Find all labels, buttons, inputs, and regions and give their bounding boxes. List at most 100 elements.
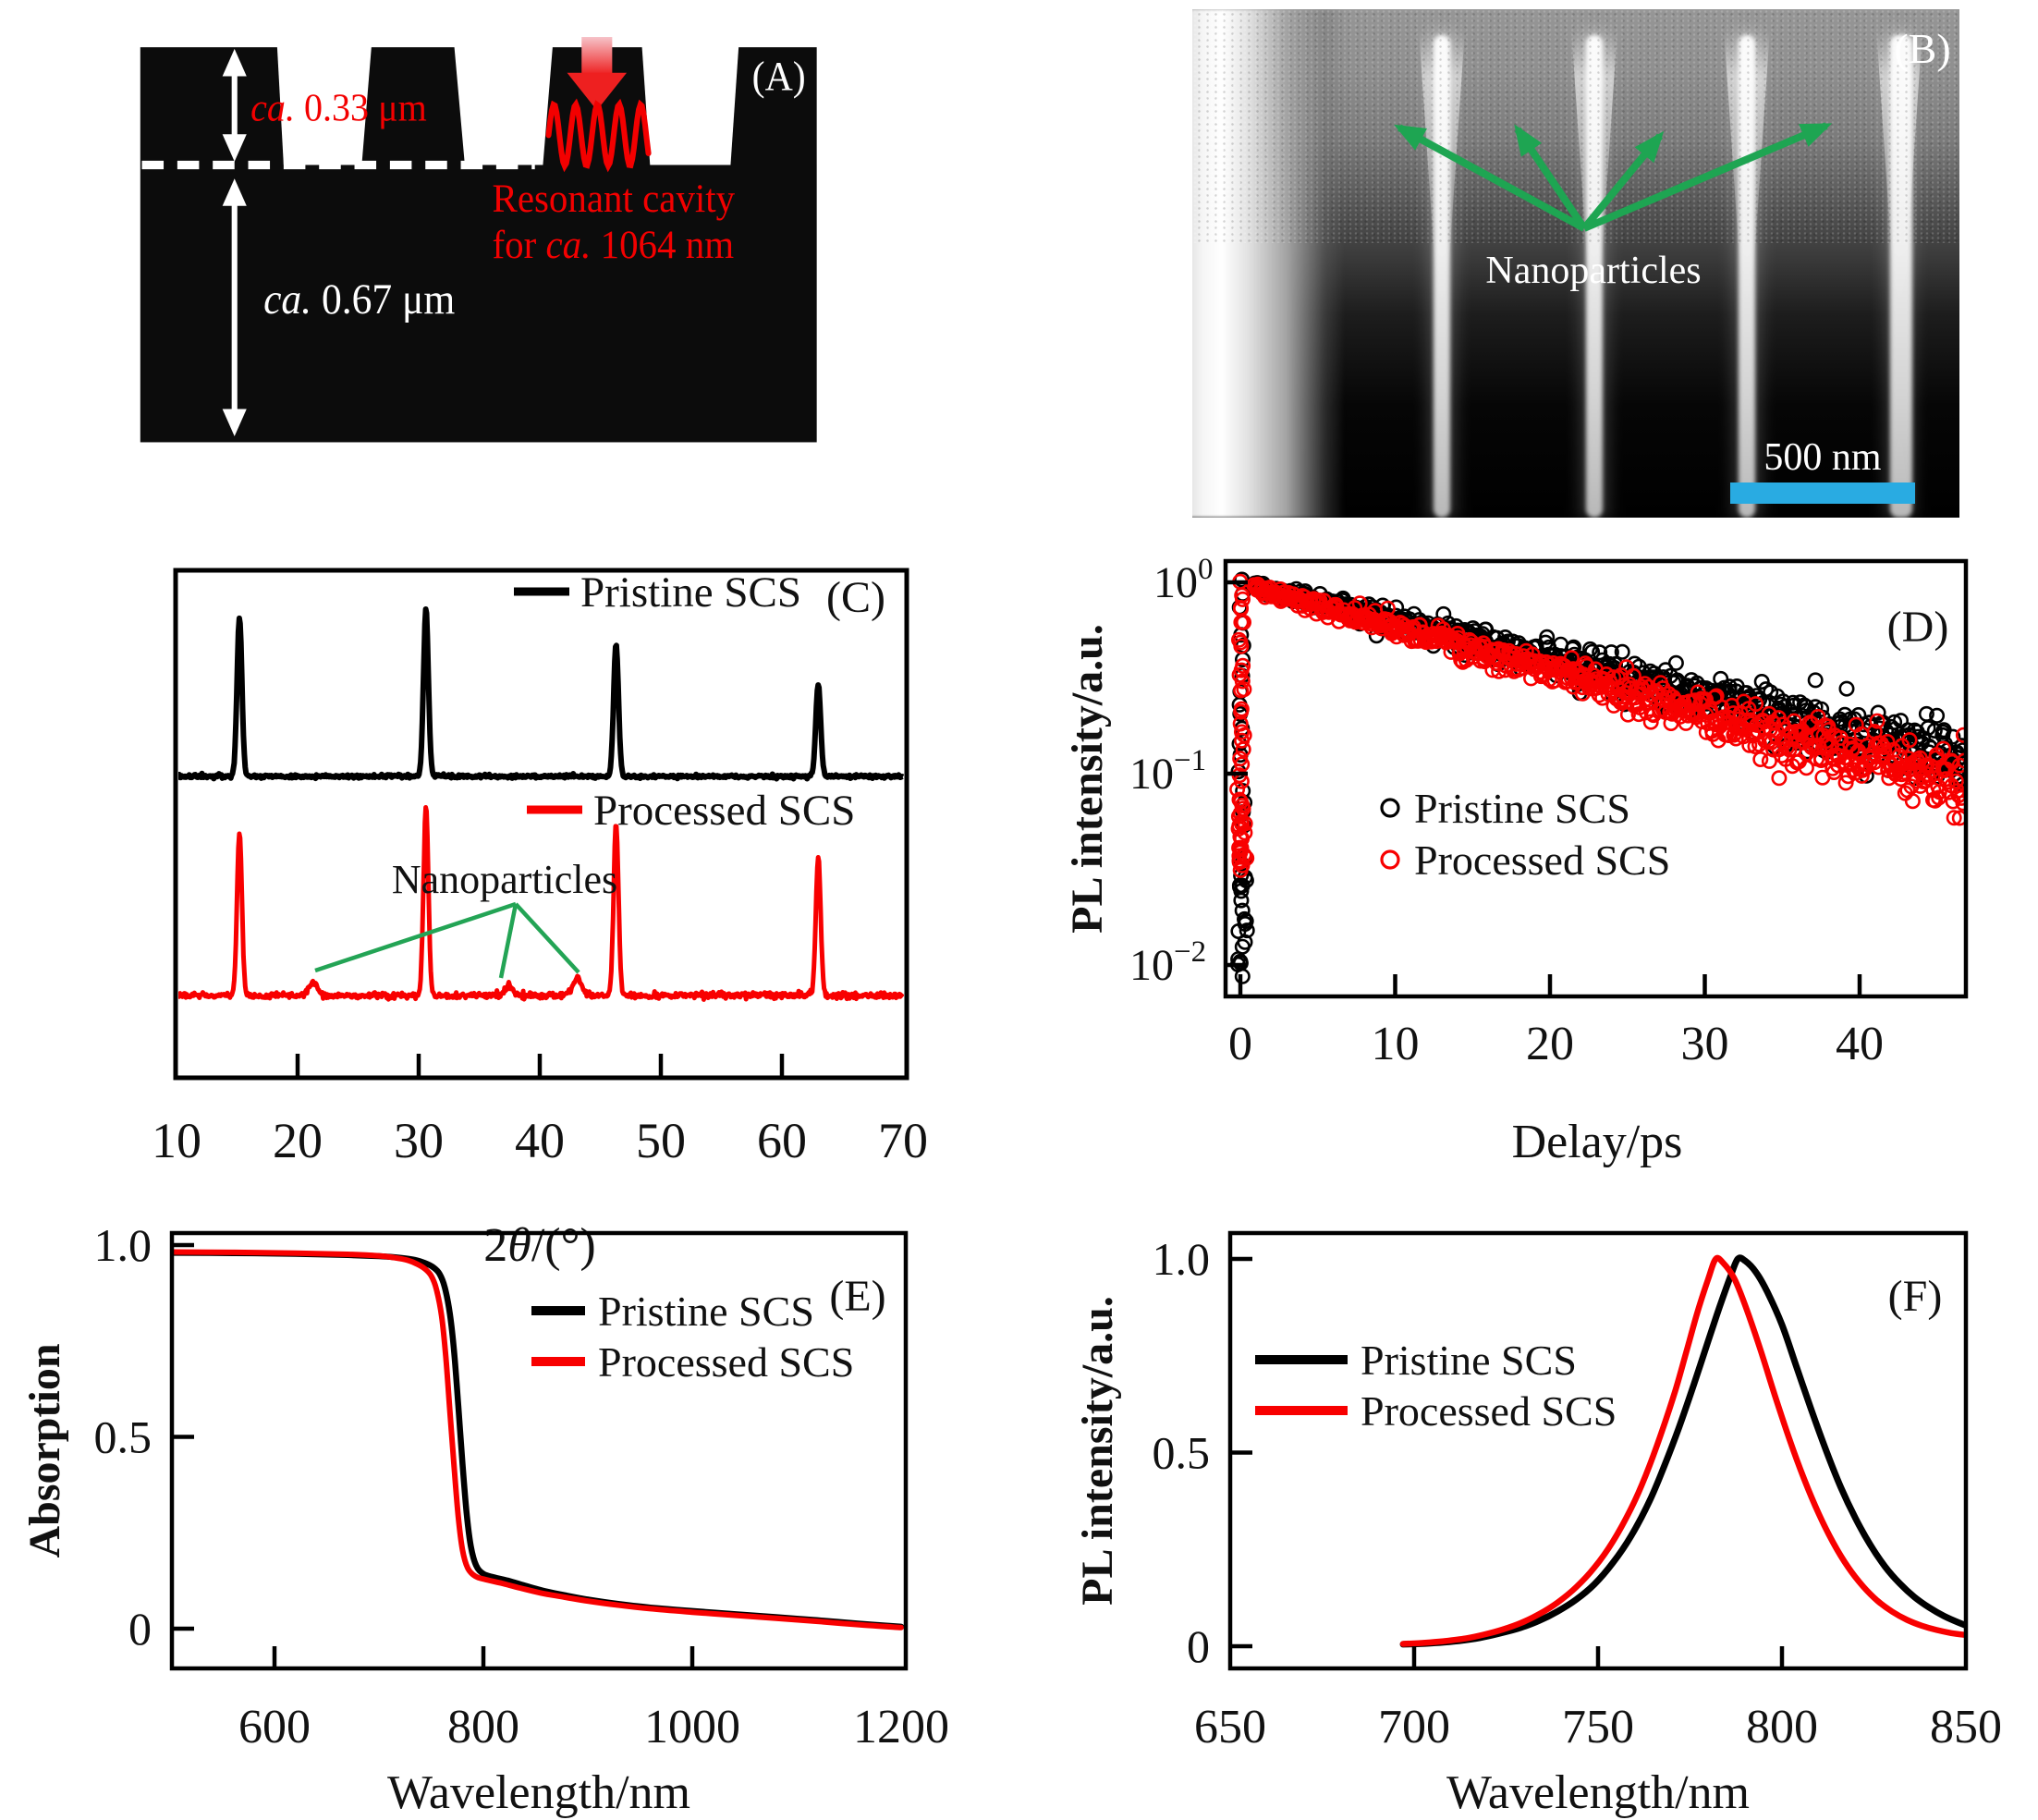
- data-point: [1869, 713, 1885, 729]
- panel-d-tag: (D): [1887, 603, 1949, 652]
- annotation-line: [514, 902, 580, 974]
- nanoparticles-label-b: Nanoparticles: [1485, 250, 1701, 292]
- data-point: [1616, 677, 1632, 693]
- panel-e-absorption-chart: 0 0.5 1.0 600 800 1000 1200 Wavelength/nm Absorp…: [20, 1219, 949, 1819]
- data-point: [1232, 751, 1249, 767]
- series-processed-scs: [1229, 573, 1964, 878]
- data-point: [1894, 766, 1910, 783]
- resonance-wave-icon: [545, 98, 652, 173]
- data-point: [1234, 877, 1251, 894]
- plot-frame: [1223, 558, 1969, 999]
- curve-processed-scs: [174, 1249, 904, 1631]
- data-point: [1239, 922, 1255, 939]
- data-point: [1237, 934, 1253, 950]
- data-point: [1778, 739, 1795, 756]
- pillar-1: [140, 47, 284, 165]
- cavity-label-line1: Resonant cavity: [493, 177, 736, 221]
- data-point: [1955, 742, 1964, 759]
- axis-tick-label: 850: [1930, 1701, 2002, 1753]
- axis-tick-label: 10: [1372, 1018, 1420, 1070]
- data-point: [1876, 742, 1893, 759]
- data-point: [1946, 810, 1962, 826]
- legend-label: Pristine SCS: [1361, 1337, 1577, 1384]
- panel-b-tag: (B): [1894, 25, 1950, 72]
- axis-tick-label: 0: [1228, 1018, 1252, 1070]
- axis-tick-label: 50: [636, 1113, 686, 1168]
- data-point: [1752, 751, 1769, 767]
- pillar-4: [730, 47, 817, 165]
- nanoparticles-label-c: Nanoparticles: [392, 857, 617, 902]
- axis-tick-label: 650: [1194, 1701, 1266, 1753]
- axis-tick-label: 30: [394, 1113, 444, 1168]
- data-point: [1838, 680, 1855, 697]
- panel-a-tag: (A): [752, 55, 806, 99]
- data-point: [1237, 815, 1253, 832]
- legend-label-pristine: Pristine SCS: [1414, 785, 1630, 832]
- data-point: [1449, 625, 1466, 641]
- data-point: [1954, 738, 1964, 754]
- x-axis-title: 2θ/(°): [483, 1219, 595, 1272]
- data-point: [1949, 783, 1964, 800]
- data-point: [1939, 774, 1956, 790]
- axis-tick-label: 0.5: [1153, 1427, 1211, 1479]
- data-point: [1232, 715, 1249, 732]
- data-point: [1945, 728, 1961, 745]
- legend-label: Processed SCS: [1361, 1387, 1617, 1435]
- sem-left-pillar: [1192, 9, 1345, 518]
- axis-tick-label: 100: [1153, 553, 1214, 607]
- panel-f-pl-chart: 0 0.5 1.0 650 700 750 800 850 Wavelength/nm PL in…: [1073, 1230, 2002, 1819]
- data-point: [1238, 912, 1254, 929]
- axis-tick-label: 60: [757, 1113, 807, 1168]
- axis-tick-label: 0.5: [94, 1411, 153, 1463]
- plot-frame: [169, 1230, 909, 1671]
- legend-label-pristine: Pristine SCS: [580, 568, 801, 617]
- axis-tick-label: 20: [1526, 1018, 1574, 1070]
- y-axis-title: PL intensity/a.u.: [1063, 624, 1112, 934]
- legend-label: Pristine SCS: [598, 1288, 814, 1335]
- data-point: [1748, 696, 1764, 713]
- data-point: [1771, 770, 1788, 787]
- data-point: [1904, 793, 1921, 810]
- annotation-line: [498, 903, 519, 979]
- axis-tick-label: 10−1: [1129, 744, 1206, 799]
- data-point: [1761, 705, 1777, 722]
- data-point: [1233, 830, 1250, 847]
- y-axis-title: PL intensity/a.u.: [1073, 1296, 1122, 1606]
- data-point: [1951, 810, 1964, 826]
- data-point: [1798, 760, 1814, 776]
- data-point: [1231, 848, 1248, 864]
- data-point: [1929, 707, 1946, 724]
- scatter-points: [1229, 571, 1964, 984]
- data-point: [1818, 736, 1835, 752]
- axis-tick-label: 70: [878, 1113, 928, 1168]
- panel-b-overlay: Nanoparticles (B) 500 nm: [1394, 25, 1951, 504]
- data-point: [1927, 792, 1944, 809]
- panel-d-decay-chart: 100 10−1 10−2 0 10 20 30 40 Delay/ps PL intensity…: [1063, 553, 1969, 1168]
- data-point: [1781, 741, 1798, 758]
- data-point: [1953, 789, 1964, 806]
- data-point: [1234, 724, 1251, 740]
- data-point: [1837, 775, 1854, 791]
- data-point: [1233, 701, 1250, 717]
- cavity-label-line2: for ca. 1064 nm: [493, 223, 735, 267]
- axis-tick-label: 0: [128, 1603, 152, 1655]
- xrd-trace-pristine-scs: [178, 606, 904, 782]
- nanoparticle-arrows: [1394, 122, 1833, 232]
- axis-tick-label: 1.0: [94, 1219, 153, 1271]
- axis-tick-label: 40: [515, 1113, 565, 1168]
- data-point: [1956, 752, 1964, 769]
- panel-a-schematic: (A) ca. 0.33 μm Resonant cavity for ca. …: [140, 37, 817, 443]
- panel-tag: (F): [1888, 1272, 1943, 1321]
- data-point: [1955, 795, 1964, 812]
- axis-tick-label: 1000: [644, 1701, 740, 1753]
- legend-label: Processed SCS: [598, 1338, 854, 1386]
- axis-tick-label: 750: [1562, 1701, 1634, 1753]
- data-point: [1563, 650, 1580, 666]
- axis-tick-label: 600: [238, 1701, 311, 1753]
- legend-label-processed: Processed SCS: [1414, 837, 1670, 884]
- data-point: [1813, 701, 1830, 717]
- etched-structure: [140, 47, 817, 443]
- data-point: [1582, 641, 1599, 657]
- curve-processed-scs: [1399, 1254, 1964, 1647]
